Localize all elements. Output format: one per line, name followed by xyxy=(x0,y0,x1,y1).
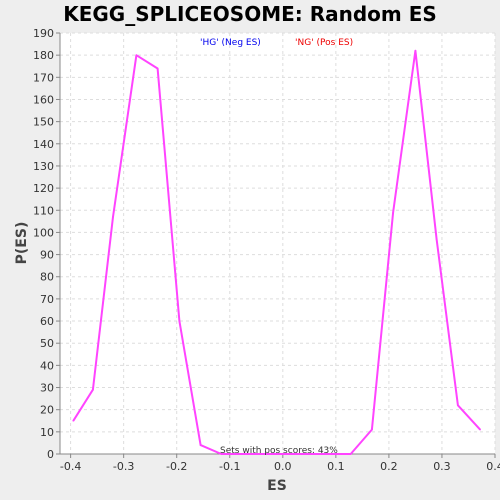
pos-scores-annotation: Sets with pos scores: 43% xyxy=(220,446,338,456)
data-point xyxy=(72,419,75,422)
y-tick-label: 130 xyxy=(33,160,54,173)
y-tick-label: 50 xyxy=(40,337,54,350)
y-tick-label: 150 xyxy=(33,116,54,129)
y-tick-label: 20 xyxy=(40,404,54,417)
y-tick-label: 110 xyxy=(33,204,54,217)
x-tick-label: 0.4 xyxy=(486,460,500,473)
y-axis-title: P(ES) xyxy=(14,222,30,265)
data-point xyxy=(92,388,94,391)
y-tick-label: 160 xyxy=(33,93,54,106)
x-axis-title: ES xyxy=(267,478,287,494)
data-point xyxy=(435,238,438,240)
x-tick-label: -0.2 xyxy=(166,460,187,473)
y-tick-label: 120 xyxy=(33,182,54,195)
legend-neg: 'HG' (Neg ES) xyxy=(200,38,261,48)
plot-area xyxy=(60,33,495,454)
y-tick-label: 90 xyxy=(40,249,54,262)
y-ticks: 0 10 20 30 40 50 60 70 80 90 100 110 120 130 140 150 160… xyxy=(33,27,60,461)
y-tick-label: 70 xyxy=(40,293,54,306)
x-tick-label: -0.4 xyxy=(60,460,81,473)
y-tick-label: 40 xyxy=(40,359,54,372)
data-point xyxy=(371,428,373,431)
data-point xyxy=(220,453,223,455)
y-tick-label: 80 xyxy=(40,271,54,284)
x-tick-label: 0.2 xyxy=(380,460,398,473)
data-point xyxy=(135,54,138,56)
x-tick-label: -0.1 xyxy=(219,460,240,473)
data-point xyxy=(156,67,159,70)
x-tick-label: 0.0 xyxy=(274,460,292,473)
series xyxy=(72,49,481,455)
data-point xyxy=(112,216,114,218)
y-tick-label: 100 xyxy=(33,226,54,239)
y-tick-label: 140 xyxy=(33,138,54,151)
data-point xyxy=(392,211,394,214)
x-tick-label: 0.1 xyxy=(327,460,345,473)
data-point xyxy=(349,453,352,455)
y-tick-label: 60 xyxy=(40,315,54,328)
x-ticks: -0.4 -0.3 -0.2 -0.1 0.0 0.1 0.2 0.3 0.4 xyxy=(60,454,500,473)
data-point xyxy=(479,428,481,431)
data-point xyxy=(199,444,202,446)
legend-pos: 'NG' (Pos ES) xyxy=(295,38,353,48)
grid xyxy=(60,32,496,455)
y-tick-label: 0 xyxy=(47,448,54,461)
y-tick-label: 190 xyxy=(33,27,54,40)
y-tick-label: 170 xyxy=(33,71,54,84)
data-point xyxy=(457,404,459,407)
y-tick-label: 10 xyxy=(40,426,54,439)
y-tick-label: 180 xyxy=(33,49,54,62)
x-tick-label: 0.3 xyxy=(433,460,451,473)
x-tick-label: -0.3 xyxy=(113,460,134,473)
data-point xyxy=(414,49,417,52)
data-point xyxy=(178,320,181,322)
y-tick-label: 30 xyxy=(40,382,54,395)
